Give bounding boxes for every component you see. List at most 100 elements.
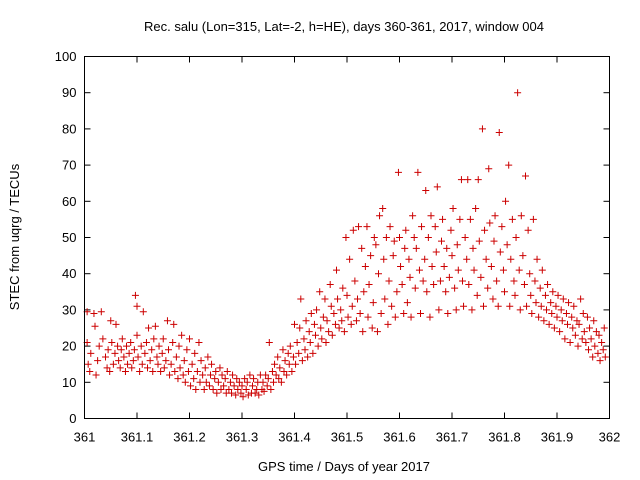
data-point: [411, 284, 419, 292]
data-point: [163, 317, 171, 325]
data-point: [448, 252, 456, 260]
data-point: [123, 342, 130, 350]
data-point: [228, 389, 235, 397]
data-point: [380, 255, 388, 263]
y-tick-label: 100: [55, 49, 77, 64]
data-point: [401, 244, 409, 252]
data-point: [116, 364, 124, 372]
data-point: [396, 234, 403, 241]
data-point: [477, 273, 485, 281]
data-point: [183, 346, 191, 354]
data-point: [124, 360, 132, 368]
data-point: [431, 223, 439, 231]
data-point: [370, 234, 378, 241]
data-point: [403, 299, 411, 307]
data-point: [523, 302, 531, 310]
data-point: [275, 375, 283, 383]
data-point: [159, 335, 167, 343]
data-point: [579, 310, 587, 318]
data-point: [478, 125, 486, 133]
data-point: [166, 371, 174, 379]
data-point: [580, 328, 588, 336]
x-tick-label: 361.9: [541, 430, 574, 445]
data-point: [352, 317, 360, 325]
data-point: [165, 346, 172, 354]
data-point: [384, 320, 392, 328]
data-point: [331, 320, 339, 328]
data-point: [146, 357, 154, 365]
data-point: [386, 223, 394, 231]
data-point: [221, 375, 229, 383]
data-point: [578, 335, 586, 343]
data-point: [188, 360, 196, 368]
data-point: [216, 364, 224, 372]
data-point: [585, 346, 592, 354]
data-point: [424, 234, 432, 241]
data-point: [391, 313, 399, 321]
data-point: [326, 281, 334, 289]
data-point: [325, 328, 333, 336]
data-point: [301, 346, 309, 354]
data-point: [321, 295, 329, 303]
data-point: [347, 320, 355, 328]
data-point: [569, 324, 577, 332]
data-point: [280, 367, 288, 375]
data-point: [334, 295, 342, 303]
data-point: [566, 338, 574, 346]
data-point: [468, 306, 476, 314]
data-point: [339, 284, 347, 292]
data-point: [142, 338, 150, 346]
data-point: [97, 308, 105, 316]
data-point: [149, 367, 157, 375]
data-point: [114, 342, 122, 350]
data-point: [522, 172, 529, 180]
data-point: [180, 357, 188, 365]
data-point: [596, 357, 604, 365]
data-point: [422, 186, 430, 194]
data-point: [538, 266, 546, 274]
data-point: [537, 302, 545, 310]
data-point: [428, 262, 436, 270]
data-point: [153, 353, 161, 361]
data-point: [482, 255, 490, 263]
data-point: [498, 223, 506, 231]
data-point: [109, 360, 117, 368]
data-point: [577, 295, 585, 303]
data-point: [154, 360, 162, 368]
data-point: [433, 183, 441, 191]
data-point: [330, 310, 338, 318]
data-point: [118, 335, 126, 343]
data-point: [475, 237, 483, 245]
data-point: [512, 234, 520, 241]
data-point: [594, 349, 602, 357]
data-point: [474, 176, 482, 184]
data-point: [104, 346, 112, 354]
data-point: [556, 328, 564, 336]
data-point: [426, 313, 434, 321]
data-point: [344, 313, 352, 321]
data-point: [529, 215, 537, 223]
data-point: [571, 331, 579, 339]
x-axis-label: GPS time / Days of year 2017: [258, 459, 430, 474]
data-point: [496, 248, 504, 256]
data-point: [409, 212, 417, 220]
data-point: [212, 367, 220, 375]
data-point: [279, 346, 287, 354]
data-point: [95, 342, 103, 350]
data-point: [507, 255, 515, 263]
data-point: [144, 364, 151, 372]
data-point: [199, 371, 207, 379]
data-point: [191, 349, 199, 357]
data-point: [554, 291, 562, 299]
data-point: [274, 353, 282, 361]
data-point: [230, 382, 238, 390]
data-point: [314, 342, 322, 350]
y-tick-label: 0: [69, 411, 76, 426]
data-point: [519, 252, 527, 260]
data-point: [373, 328, 381, 336]
data-point: [90, 310, 98, 318]
data-point: [601, 353, 609, 361]
data-point: [412, 244, 420, 252]
x-tick-label: 361.2: [173, 430, 206, 445]
data-point: [241, 375, 249, 383]
